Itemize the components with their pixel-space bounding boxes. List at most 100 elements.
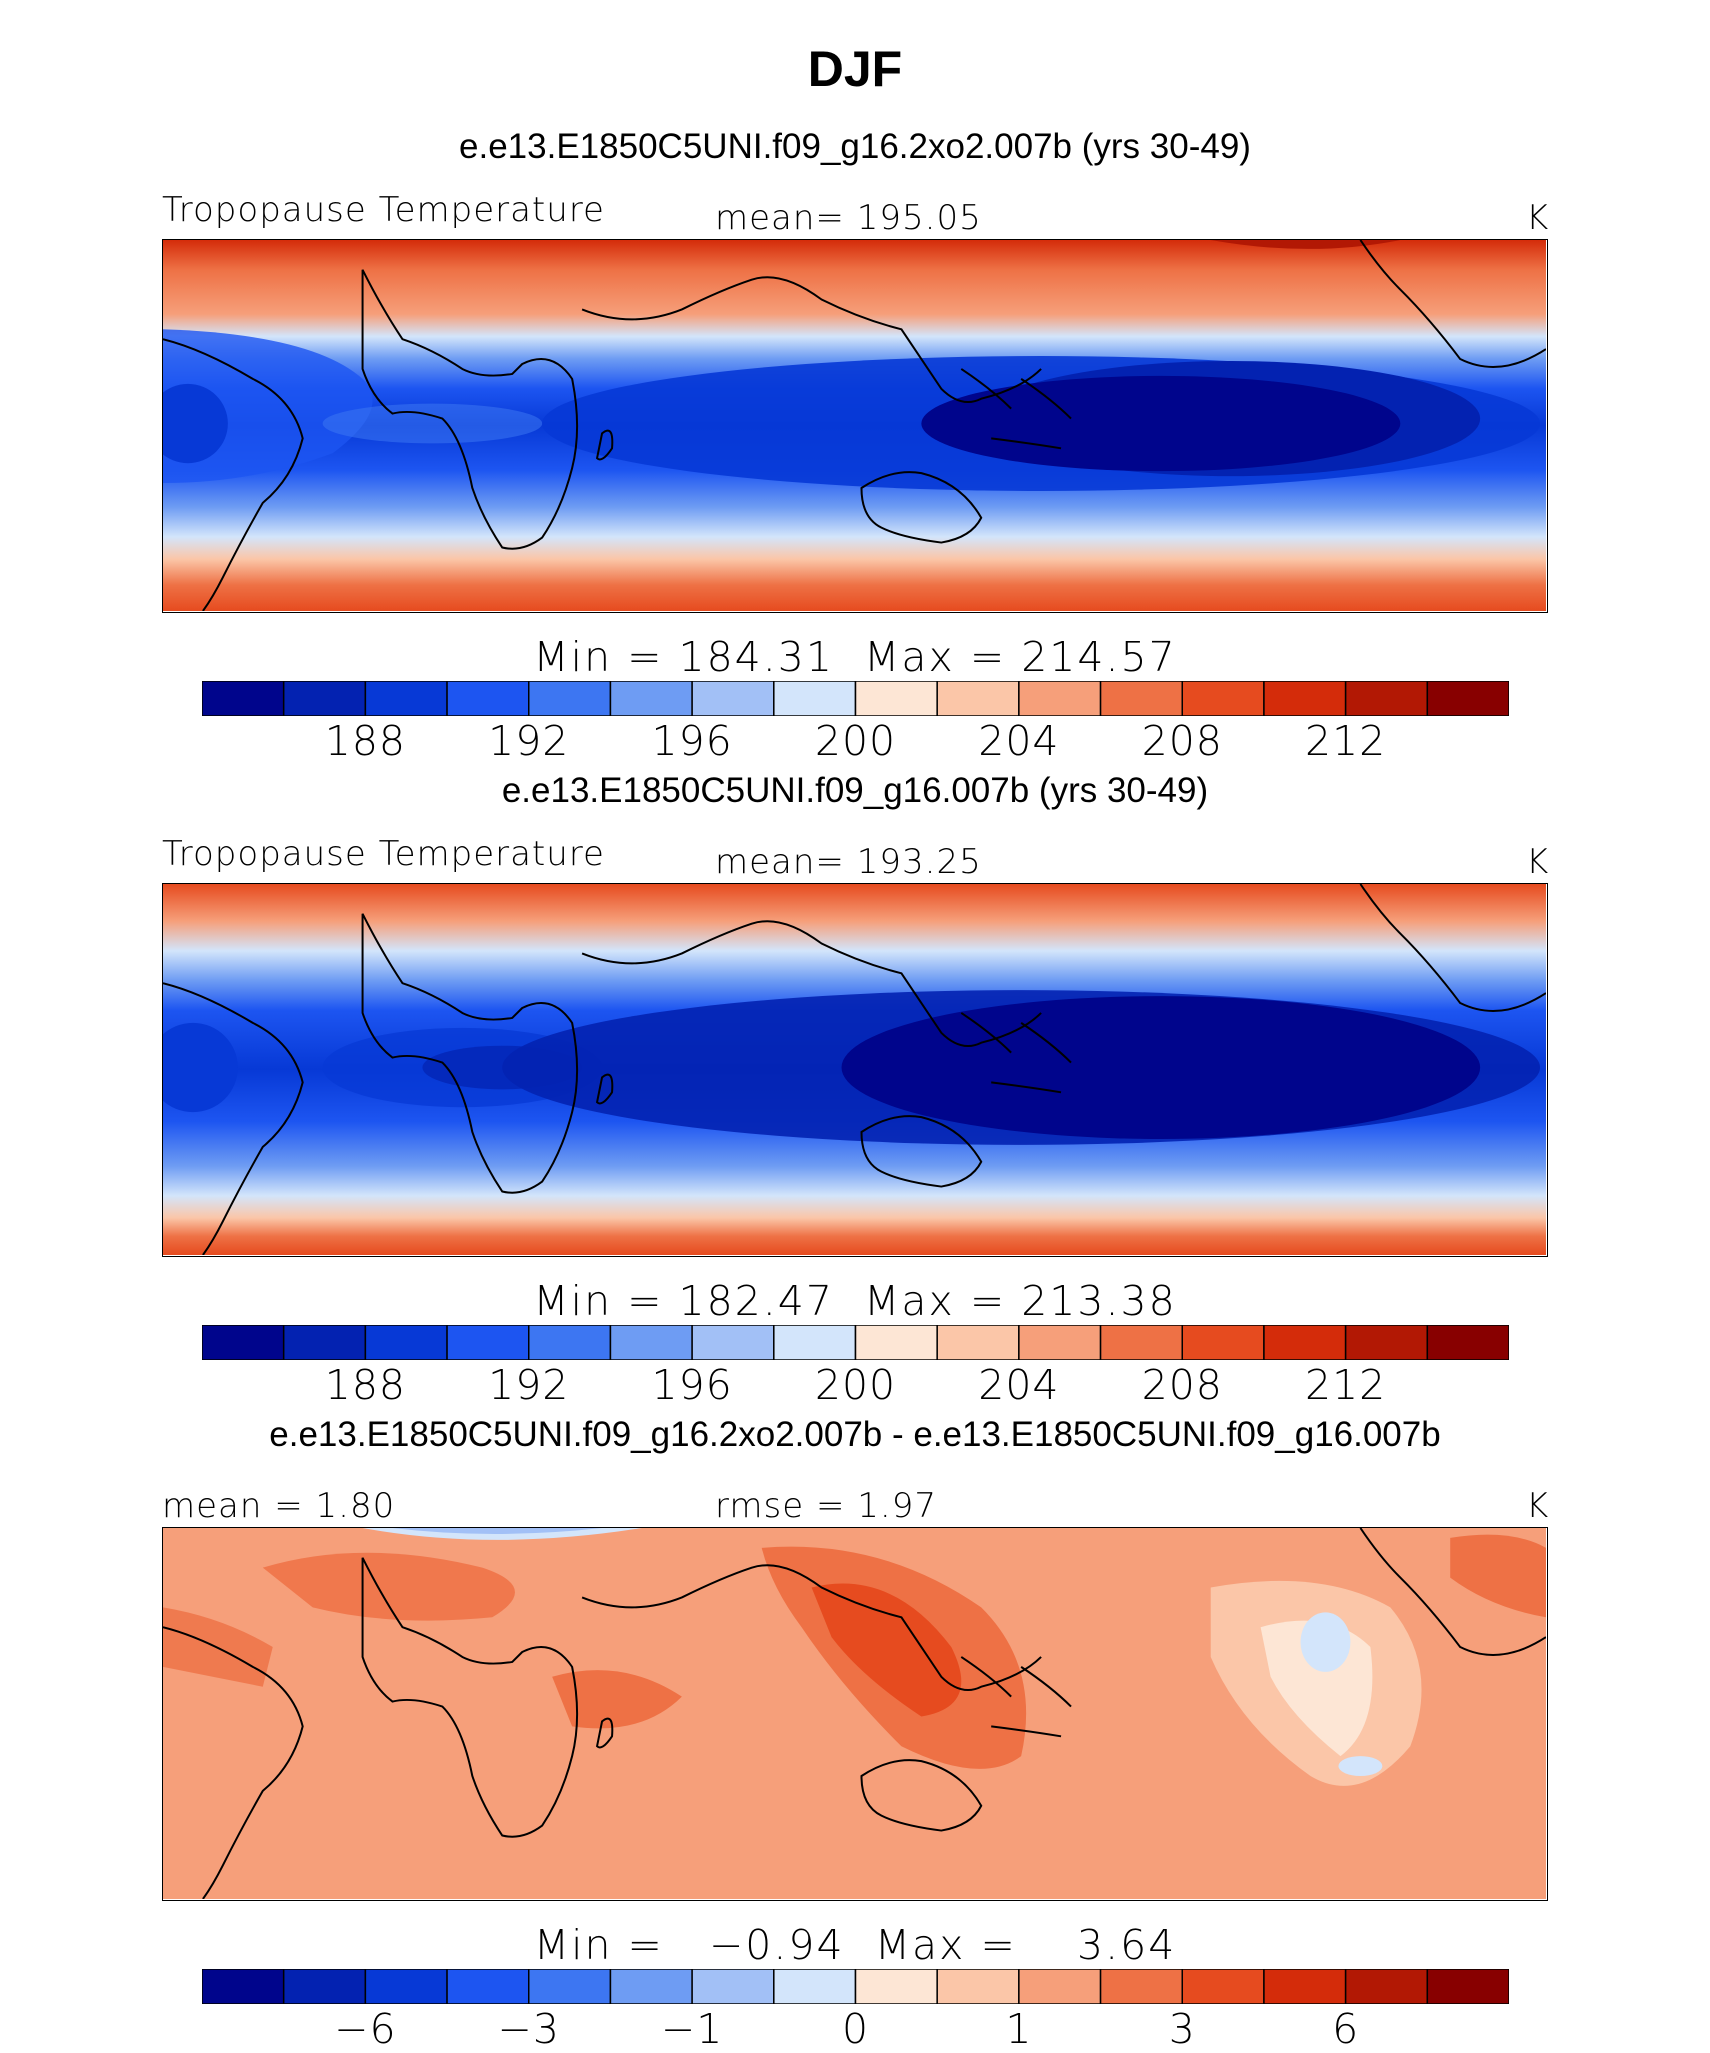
colorbar-bin xyxy=(773,681,857,716)
colorbar-bin xyxy=(364,1969,448,2004)
colorbar-bin xyxy=(609,1325,693,1360)
panel2-max-label: Max xyxy=(864,1277,955,1325)
panel2-mean-value: 193.25 xyxy=(856,842,982,882)
colorbar-bin xyxy=(282,681,367,716)
colorbar-tick-label: −6 xyxy=(334,2005,397,2053)
panel3-min-label: Min xyxy=(533,1921,613,1969)
colorbar-tick-label: 192 xyxy=(488,1361,570,1409)
colorbar-bin xyxy=(936,1969,1020,2004)
panel2-mean-label: mean= xyxy=(715,842,845,882)
colorbar-bin xyxy=(1344,1969,1429,2004)
colorbar-bin xyxy=(1181,1969,1265,2004)
panel1-colorbar-ticks: 188 192 196 200 204 208 212 xyxy=(202,717,1509,767)
colorbar-bin xyxy=(528,1325,612,1360)
panel3-min-value: −0.94 xyxy=(708,1921,845,1969)
colorbar-bin xyxy=(1181,681,1265,716)
colorbar-bin xyxy=(854,1969,938,2004)
colorbar-bin xyxy=(609,681,693,716)
colorbar-tick-label: 196 xyxy=(651,1361,733,1409)
colorbar-bin xyxy=(446,1325,530,1360)
panel1-min-label: Min xyxy=(533,633,613,681)
panel1-mean-value: 195.05 xyxy=(856,198,982,238)
panel3-max-value: 3.64 xyxy=(1076,1921,1177,1969)
panel2-min-value: 182.47 xyxy=(678,1277,834,1325)
panel3-units: K xyxy=(1526,1486,1550,1526)
colorbar-bin xyxy=(1018,1969,1102,2004)
panel3-rmse: rmse = 1.97 xyxy=(715,1486,937,1526)
panel3-rmse-value: 1.97 xyxy=(857,1486,937,1526)
colorbar-bin xyxy=(1099,681,1183,716)
colorbar-bin xyxy=(364,1325,448,1360)
colorbar-bin xyxy=(609,1969,693,2004)
panel1-variable-label: Tropopause Temperature xyxy=(162,190,605,230)
panel1-field xyxy=(163,240,1546,611)
panel2-colorbar xyxy=(202,1325,1509,1360)
colorbar-bin xyxy=(202,1325,285,1360)
colorbar-bin xyxy=(446,1969,530,2004)
panel2-case-title: e.e13.E1850C5UNI.f09_g16.007b (yrs 30-49… xyxy=(501,771,1209,810)
panel3-field xyxy=(163,1528,1546,1899)
panel2-field xyxy=(163,884,1546,1255)
panel1-min-value: 184.31 xyxy=(678,633,834,681)
colorbar-tick-label: 212 xyxy=(1304,1361,1387,1409)
colorbar-bin xyxy=(1181,1325,1265,1360)
colorbar-tick-label: 200 xyxy=(814,717,897,765)
panel3-mean-value: 1.80 xyxy=(315,1486,396,1526)
panel1-mean-label: mean= xyxy=(715,198,845,238)
colorbar-tick-label: 204 xyxy=(978,1361,1060,1409)
colorbar-tick-label: 212 xyxy=(1304,717,1387,765)
panel2-mean: mean= 193.25 xyxy=(715,842,982,882)
colorbar-bin xyxy=(1018,681,1102,716)
colorbar-bin xyxy=(1099,1325,1183,1360)
panel1-max-label: Max xyxy=(864,633,955,681)
colorbar-bin xyxy=(202,1969,285,2004)
colorbar-bin xyxy=(1344,1325,1429,1360)
colorbar-tick-label: 208 xyxy=(1141,1361,1223,1409)
colorbar-tick-label: 204 xyxy=(978,717,1060,765)
colorbar-bin xyxy=(936,681,1020,716)
colorbar-bin xyxy=(1263,681,1347,716)
panel2-map xyxy=(162,883,1548,1257)
panel3-case-title: e.e13.E1850C5UNI.f09_g16.2xo2.007b - e.e… xyxy=(269,1415,1441,1454)
colorbar-tick-label: 1 xyxy=(1005,2005,1033,2053)
colorbar-tick-label: 3 xyxy=(1168,2005,1196,2053)
colorbar-bin xyxy=(1426,1325,1509,1360)
panel1-case-title: e.e13.E1850C5UNI.f09_g16.2xo2.007b (yrs … xyxy=(459,127,1251,166)
panel3-colorbar xyxy=(202,1969,1509,2004)
panel1-max-value: 214.57 xyxy=(1021,633,1177,681)
panel2-colorbar-ticks: 188 192 196 200 204 208 212 xyxy=(202,1361,1509,1411)
colorbar-bin xyxy=(1018,1325,1102,1360)
panel3-rmse-label: rmse = xyxy=(715,1486,846,1526)
colorbar-bin xyxy=(1099,1969,1183,2004)
colorbar-bin xyxy=(202,681,285,716)
colorbar-bin xyxy=(528,1969,612,2004)
colorbar-tick-label: 0 xyxy=(841,2005,870,2053)
colorbar-bin xyxy=(528,681,612,716)
panel3-map xyxy=(162,1527,1548,1901)
colorbar-bin xyxy=(1263,1325,1347,1360)
colorbar-bin xyxy=(773,1325,857,1360)
panel2-minmax: Min = 182.47 Max = 213.38 xyxy=(533,1277,1177,1325)
colorbar-bin xyxy=(1344,681,1429,716)
panel2-units: K xyxy=(1526,842,1550,882)
panel3-mean-label: mean = xyxy=(162,1486,304,1526)
colorbar-tick-label: 208 xyxy=(1141,717,1223,765)
colorbar-tick-label: 188 xyxy=(324,1361,407,1409)
colorbar-tick-label: −3 xyxy=(497,2005,560,2053)
panel3-max-label: Max xyxy=(874,1921,966,1969)
colorbar-bin xyxy=(1263,1969,1347,2004)
panel2-max-value: 213.38 xyxy=(1021,1277,1177,1325)
colorbar-tick-label: 196 xyxy=(651,717,733,765)
panel1-units: K xyxy=(1526,198,1550,238)
figure-title: DJF xyxy=(807,41,903,97)
colorbar-bin xyxy=(691,1325,775,1360)
colorbar-bin xyxy=(773,1969,857,2004)
colorbar-bin xyxy=(854,681,938,716)
panel1-mean: mean= 195.05 xyxy=(715,198,982,238)
colorbar-bin xyxy=(1426,681,1509,716)
colorbar-tick-label: −1 xyxy=(660,2005,724,2053)
colorbar-tick-label: 6 xyxy=(1332,2005,1360,2053)
panel1-colorbar xyxy=(202,681,1509,716)
colorbar-tick-label: 200 xyxy=(814,1361,897,1409)
panel1-map xyxy=(162,239,1548,613)
